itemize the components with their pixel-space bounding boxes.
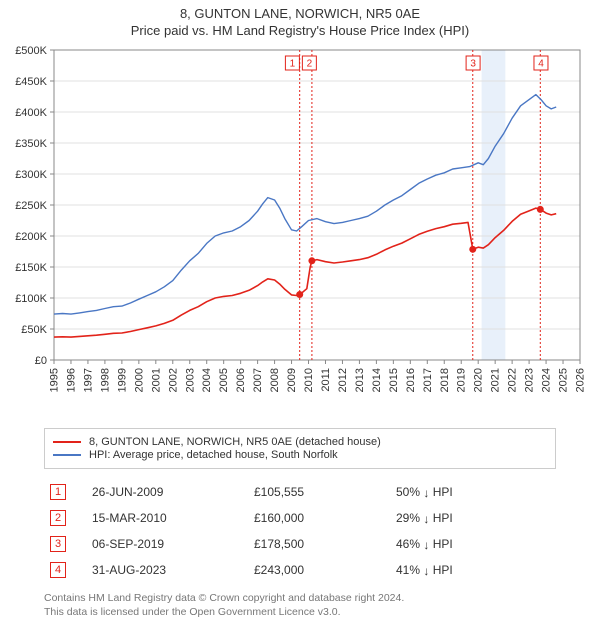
transaction-marker: 4 <box>50 562 66 578</box>
svg-text:2009: 2009 <box>286 368 298 392</box>
svg-text:2010: 2010 <box>303 368 315 392</box>
svg-text:£500K: £500K <box>15 45 47 57</box>
svg-text:£350K: £350K <box>15 138 47 150</box>
transaction-price: £178,500 <box>248 531 390 557</box>
transaction-delta: 41% ↓ HPI <box>390 557 556 583</box>
transaction-date: 06-SEP-2019 <box>86 531 248 557</box>
legend: 8, GUNTON LANE, NORWICH, NR5 0AE (detach… <box>44 428 556 469</box>
svg-text:2022: 2022 <box>507 368 519 392</box>
svg-text:2020: 2020 <box>473 368 485 392</box>
transaction-price: £243,000 <box>248 557 390 583</box>
arrow-down-icon: ↓ <box>423 512 429 526</box>
svg-text:2001: 2001 <box>150 368 162 392</box>
svg-text:2007: 2007 <box>252 368 264 392</box>
svg-text:2003: 2003 <box>184 368 196 392</box>
svg-text:2005: 2005 <box>218 368 230 392</box>
footer-line1: Contains HM Land Registry data © Crown c… <box>44 591 556 605</box>
svg-text:2006: 2006 <box>235 368 247 392</box>
svg-text:£450K: £450K <box>15 76 47 88</box>
transaction-marker: 1 <box>50 484 66 500</box>
footer-line2: This data is licensed under the Open Gov… <box>44 605 556 619</box>
footer-attribution: Contains HM Land Registry data © Crown c… <box>44 591 556 619</box>
svg-text:2000: 2000 <box>133 368 145 392</box>
svg-text:£400K: £400K <box>15 107 47 119</box>
svg-text:3: 3 <box>470 59 476 70</box>
transaction-marker: 3 <box>50 536 66 552</box>
transaction-marker: 2 <box>50 510 66 526</box>
svg-text:2018: 2018 <box>439 368 451 392</box>
transaction-date: 31-AUG-2023 <box>86 557 248 583</box>
svg-text:2012: 2012 <box>337 368 349 392</box>
transaction-delta: 46% ↓ HPI <box>390 531 556 557</box>
svg-text:2025: 2025 <box>558 368 570 392</box>
svg-text:£200K: £200K <box>15 231 47 243</box>
table-row: 3 06-SEP-2019£178,50046% ↓ HPI <box>44 531 556 557</box>
transaction-date: 15-MAR-2010 <box>86 505 248 531</box>
svg-text:2011: 2011 <box>320 368 332 392</box>
arrow-down-icon: ↓ <box>423 538 429 552</box>
legend-label: 8, GUNTON LANE, NORWICH, NR5 0AE (detach… <box>89 436 381 448</box>
transaction-price: £105,555 <box>248 479 390 505</box>
svg-text:1: 1 <box>290 59 296 70</box>
svg-text:1995: 1995 <box>49 368 61 392</box>
svg-text:£100K: £100K <box>15 293 47 305</box>
svg-text:£0: £0 <box>35 355 47 367</box>
svg-text:2026: 2026 <box>575 368 587 392</box>
svg-text:2021: 2021 <box>490 368 502 392</box>
transaction-delta: 29% ↓ HPI <box>390 505 556 531</box>
chart-area: £0 £50K £100K £150K £200K £250K £300K £350K £400… <box>0 40 600 420</box>
svg-text:£250K: £250K <box>15 200 47 212</box>
svg-text:2015: 2015 <box>388 368 400 392</box>
chart-svg: £0 £50K £100K £150K £200K £250K £300K £350K £400… <box>0 40 600 420</box>
transaction-price: £160,000 <box>248 505 390 531</box>
svg-text:£300K: £300K <box>15 169 47 181</box>
svg-text:2014: 2014 <box>371 368 383 392</box>
svg-text:2023: 2023 <box>524 368 536 392</box>
legend-item: 8, GUNTON LANE, NORWICH, NR5 0AE (detach… <box>53 436 547 448</box>
svg-text:2002: 2002 <box>167 368 179 392</box>
svg-text:2004: 2004 <box>201 368 213 392</box>
chart-title-line1: 8, GUNTON LANE, NORWICH, NR5 0AE <box>0 6 600 21</box>
legend-label: HPI: Average price, detached house, Sout… <box>89 449 338 461</box>
transaction-date: 26-JUN-2009 <box>86 479 248 505</box>
arrow-down-icon: ↓ <box>423 486 429 500</box>
table-row: 2 15-MAR-2010£160,00029% ↓ HPI <box>44 505 556 531</box>
legend-swatch <box>53 454 81 456</box>
svg-text:2013: 2013 <box>354 368 366 392</box>
svg-text:4: 4 <box>538 59 544 70</box>
legend-swatch <box>53 441 81 443</box>
svg-text:2016: 2016 <box>405 368 417 392</box>
table-row: 4 31-AUG-2023£243,00041% ↓ HPI <box>44 557 556 583</box>
chart-title-block: 8, GUNTON LANE, NORWICH, NR5 0AE Price p… <box>0 0 600 40</box>
transaction-delta: 50% ↓ HPI <box>390 479 556 505</box>
legend-item: HPI: Average price, detached house, Sout… <box>53 449 547 461</box>
svg-text:2017: 2017 <box>422 368 434 392</box>
svg-text:2019: 2019 <box>456 368 468 392</box>
svg-text:1998: 1998 <box>99 368 111 392</box>
svg-text:£50K: £50K <box>21 324 47 336</box>
svg-text:1999: 1999 <box>116 368 128 392</box>
svg-text:1997: 1997 <box>82 368 94 392</box>
svg-text:2: 2 <box>307 59 313 70</box>
arrow-down-icon: ↓ <box>423 564 429 578</box>
transactions-table: 1 26-JUN-2009£105,55550% ↓ HPI 2 15-MAR-201… <box>44 479 556 583</box>
svg-text:2024: 2024 <box>541 368 553 392</box>
chart-title-line2: Price paid vs. HM Land Registry's House … <box>0 23 600 38</box>
svg-text:1996: 1996 <box>65 368 77 392</box>
table-row: 1 26-JUN-2009£105,55550% ↓ HPI <box>44 479 556 505</box>
svg-text:2008: 2008 <box>269 368 281 392</box>
svg-text:£150K: £150K <box>15 262 47 274</box>
